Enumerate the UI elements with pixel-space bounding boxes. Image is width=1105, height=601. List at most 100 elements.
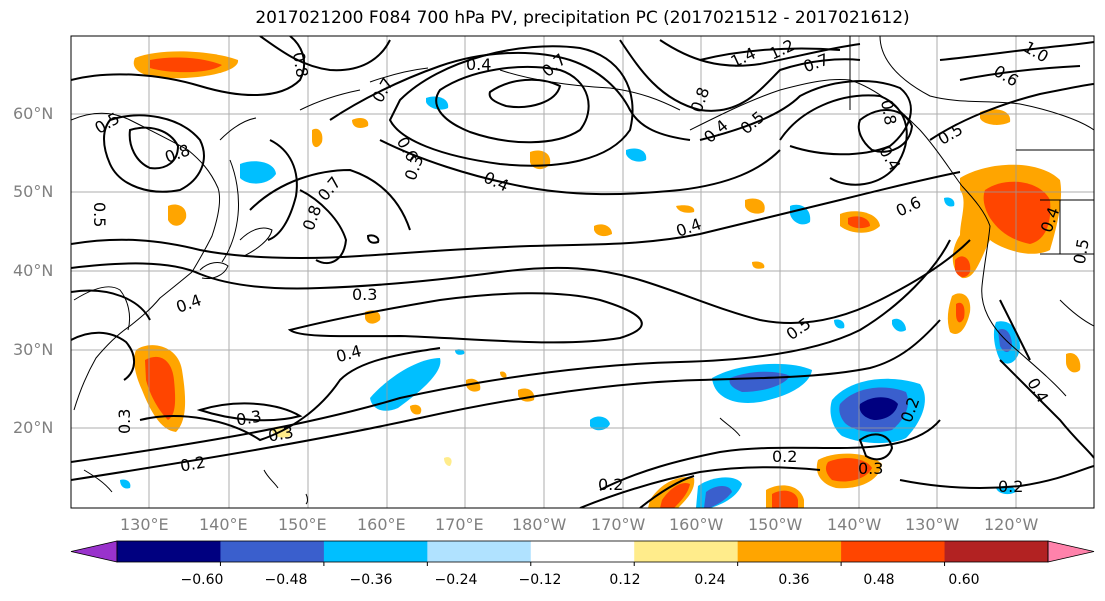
colorbar-tick-label: −0.24	[434, 572, 478, 588]
pv-contour	[699, 47, 841, 61]
contour-label: 0.4	[1023, 375, 1052, 407]
lon-label: 140°W	[827, 515, 882, 534]
pv-contour	[899, 465, 1094, 489]
precip-patch	[790, 204, 811, 225]
pv-contour	[999, 359, 1094, 459]
precip-patch	[752, 261, 765, 269]
precip-patch	[892, 318, 906, 332]
lat-lon-grid	[71, 36, 1094, 508]
colorbar-tick-label: 0.24	[694, 572, 726, 588]
pv-contour	[329, 51, 691, 141]
lon-label: 180°W	[512, 515, 567, 534]
colorbar-extension-low	[70, 540, 118, 563]
precip-patch	[594, 224, 612, 237]
lon-label: 150°E	[278, 515, 327, 534]
lon-label: 170°E	[435, 515, 484, 534]
pv-contour	[999, 299, 1031, 361]
contour-label: 1.0	[1020, 37, 1052, 66]
contour-label: 0.7	[314, 173, 345, 205]
coastline	[221, 159, 239, 263]
contour-label: 1.2	[766, 35, 797, 63]
lon-label: 140°E	[199, 515, 248, 534]
colorbar-segment	[944, 541, 1049, 562]
contour-label: 0.3	[235, 406, 263, 429]
pv-contour	[929, 83, 1094, 141]
pv-contour	[659, 39, 861, 67]
contour-label: 0.2	[598, 475, 623, 494]
precip-patch	[168, 204, 187, 226]
pv-contour	[599, 419, 941, 491]
coastline	[719, 417, 741, 437]
contour-label: 0.6	[990, 61, 1022, 90]
lat-label: 60°N	[13, 104, 54, 123]
precip-patch	[466, 378, 481, 392]
contour-label: 0.8	[877, 98, 900, 126]
coastline	[73, 271, 193, 411]
lon-label: 130°W	[905, 515, 960, 534]
colorbar-segment	[530, 541, 635, 562]
pv-contour	[249, 168, 411, 231]
pv-contour	[196, 402, 303, 422]
lon-label: 120°W	[984, 515, 1039, 534]
precip-patch	[312, 128, 323, 148]
coastline	[263, 469, 279, 489]
pv-contour	[71, 319, 941, 481]
coastline	[83, 469, 113, 493]
precip-patch	[444, 457, 452, 466]
contour-label: 0.8	[299, 203, 326, 233]
pv-contour	[267, 139, 298, 241]
colorbar-tick-label: 0.12	[609, 572, 641, 588]
precip-patch	[983, 181, 1051, 244]
coastline	[305, 493, 308, 505]
precip-patch	[745, 198, 765, 214]
precip-patch	[859, 397, 898, 420]
coastline	[849, 79, 963, 187]
lon-label: 160°E	[357, 515, 406, 534]
contour-label: 0.3	[115, 409, 134, 434]
colorbar-tick-label: −0.36	[349, 572, 393, 588]
colorbar-segment	[117, 541, 221, 562]
pv-contour	[71, 239, 971, 325]
lon-label: 150°W	[748, 515, 803, 534]
coastline	[219, 117, 257, 141]
pv-contour	[579, 466, 821, 508]
lon-label: 160°W	[669, 515, 724, 534]
contour-label: 0.3	[267, 422, 295, 445]
coastline	[1040, 199, 1094, 255]
contour-label: 0.3	[352, 285, 377, 304]
precip-patch	[145, 356, 176, 420]
contour-label: 0.5	[91, 108, 123, 137]
pv-contour	[71, 289, 151, 321]
contour-label: 0.2	[998, 477, 1023, 496]
precip-patch	[704, 486, 732, 508]
precipitation-shading	[120, 51, 1081, 508]
contour-label: 0.4	[174, 290, 204, 317]
colorbar-segment	[427, 541, 532, 562]
contour-label: 0.6	[893, 192, 924, 220]
pv-contour	[857, 108, 914, 153]
precip-patch	[352, 118, 369, 128]
coastline	[689, 79, 851, 131]
colorbar-segment	[220, 541, 325, 562]
precip-patch	[240, 161, 276, 184]
precip-patch	[150, 57, 222, 73]
coastline	[73, 286, 131, 331]
contour-label: 1.4	[728, 43, 759, 71]
lat-label: 40°N	[13, 261, 54, 280]
pv-contour	[699, 80, 912, 156]
pv-contour	[139, 347, 441, 442]
colorbar-segment	[737, 541, 842, 562]
contour-label: 0.5	[783, 314, 815, 344]
precip-patch	[455, 349, 465, 355]
contour-label: 0.5	[737, 107, 769, 138]
precip-patch	[998, 328, 1012, 352]
pv-contour	[287, 292, 643, 344]
colorbar-tick-label: −0.48	[264, 572, 308, 588]
coastline	[1059, 299, 1094, 327]
contour-label: 0.5	[90, 202, 109, 227]
precip-patch	[410, 404, 422, 415]
contour-label: 0.4	[700, 116, 732, 147]
contour-label: 0.2	[179, 452, 207, 475]
lat-label: 50°N	[13, 182, 54, 201]
